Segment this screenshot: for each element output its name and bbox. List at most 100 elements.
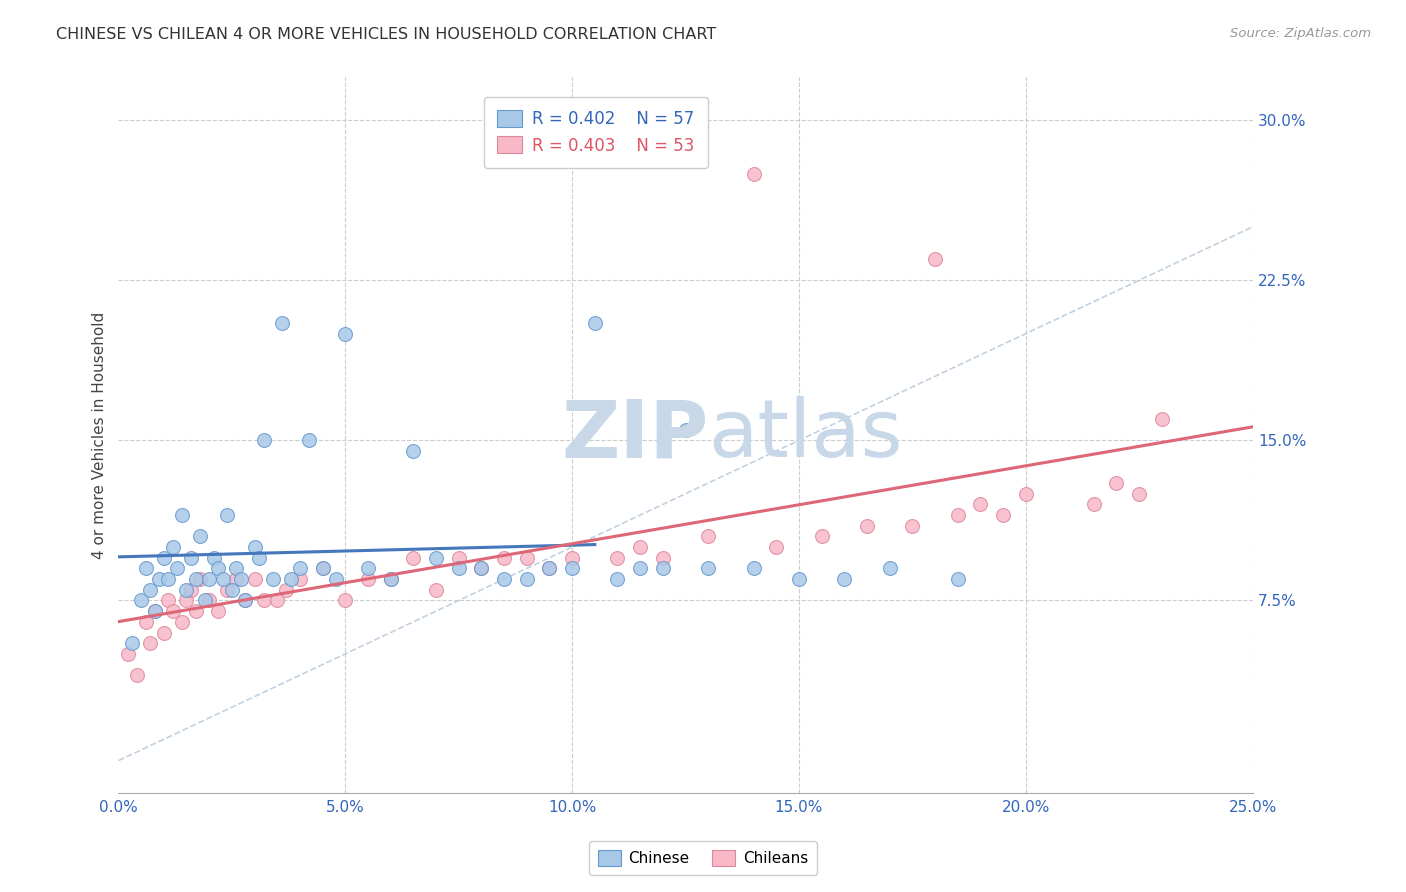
Point xyxy=(280,572,302,586)
Point xyxy=(262,572,284,586)
Point xyxy=(380,572,402,586)
Point xyxy=(198,593,221,607)
Point xyxy=(252,593,274,607)
Point xyxy=(243,572,266,586)
Point xyxy=(425,550,447,565)
Point xyxy=(991,508,1014,522)
Legend: R = 0.402    N = 57, R = 0.403    N = 53: R = 0.402 N = 57, R = 0.403 N = 53 xyxy=(484,96,709,168)
Point xyxy=(117,647,139,661)
Point xyxy=(447,550,470,565)
Point xyxy=(470,561,492,575)
Text: atlas: atlas xyxy=(709,396,903,474)
Point xyxy=(924,252,946,266)
Point xyxy=(651,550,673,565)
Point xyxy=(184,604,207,618)
Point xyxy=(202,550,225,565)
Point xyxy=(125,668,148,682)
Point xyxy=(184,572,207,586)
Point xyxy=(176,593,198,607)
Point xyxy=(188,572,211,586)
Point xyxy=(492,550,515,565)
Point xyxy=(1150,412,1173,426)
Point xyxy=(207,604,229,618)
Point xyxy=(1105,476,1128,491)
Point xyxy=(810,529,832,543)
Point xyxy=(311,561,333,575)
Point xyxy=(946,572,969,586)
Point xyxy=(311,561,333,575)
Point xyxy=(225,561,247,575)
Point xyxy=(538,561,561,575)
Point xyxy=(402,550,425,565)
Point xyxy=(157,572,180,586)
Point xyxy=(856,518,879,533)
Point xyxy=(879,561,901,575)
Point xyxy=(357,561,380,575)
Point xyxy=(166,561,188,575)
Point xyxy=(207,561,229,575)
Point xyxy=(270,316,292,330)
Point xyxy=(129,593,152,607)
Point xyxy=(288,561,311,575)
Point xyxy=(946,508,969,522)
Point xyxy=(470,561,492,575)
Point xyxy=(143,604,166,618)
Point xyxy=(697,561,720,575)
Point xyxy=(176,582,198,597)
Point xyxy=(787,572,810,586)
Point xyxy=(153,625,176,640)
Point xyxy=(221,582,243,597)
Point xyxy=(969,497,991,511)
Point xyxy=(516,550,538,565)
Y-axis label: 4 or more Vehicles in Household: 4 or more Vehicles in Household xyxy=(93,311,107,558)
Point xyxy=(170,615,193,629)
Point xyxy=(380,572,402,586)
Point xyxy=(266,593,288,607)
Point xyxy=(335,593,357,607)
Point xyxy=(357,572,380,586)
Point xyxy=(335,326,357,341)
Point xyxy=(538,561,561,575)
Point xyxy=(180,550,202,565)
Point xyxy=(139,582,162,597)
Point xyxy=(492,572,515,586)
Point xyxy=(121,636,143,650)
Point xyxy=(135,615,157,629)
Point xyxy=(139,636,162,650)
Point xyxy=(148,572,170,586)
Point xyxy=(606,572,628,586)
Point xyxy=(188,529,211,543)
Point xyxy=(225,572,247,586)
Point xyxy=(170,508,193,522)
Point xyxy=(901,518,924,533)
Point xyxy=(1128,487,1150,501)
Point xyxy=(162,540,184,554)
Point xyxy=(628,561,651,575)
Point xyxy=(697,529,720,543)
Text: CHINESE VS CHILEAN 4 OR MORE VEHICLES IN HOUSEHOLD CORRELATION CHART: CHINESE VS CHILEAN 4 OR MORE VEHICLES IN… xyxy=(56,27,717,42)
Point xyxy=(153,550,176,565)
Point xyxy=(675,423,697,437)
Point xyxy=(561,561,583,575)
Point xyxy=(765,540,787,554)
Point xyxy=(1083,497,1105,511)
Point xyxy=(235,593,257,607)
Text: ZIP: ZIP xyxy=(561,396,709,474)
Legend: Chinese, Chileans: Chinese, Chileans xyxy=(589,841,817,875)
Point xyxy=(217,582,239,597)
Point xyxy=(425,582,447,597)
Point xyxy=(143,604,166,618)
Point xyxy=(243,540,266,554)
Point xyxy=(742,167,765,181)
Point xyxy=(1015,487,1038,501)
Point xyxy=(832,572,855,586)
Point xyxy=(288,572,311,586)
Point xyxy=(325,572,347,586)
Point xyxy=(217,508,239,522)
Point xyxy=(194,593,217,607)
Point xyxy=(198,572,221,586)
Point xyxy=(583,316,606,330)
Point xyxy=(298,434,321,448)
Point xyxy=(651,561,673,575)
Point xyxy=(516,572,538,586)
